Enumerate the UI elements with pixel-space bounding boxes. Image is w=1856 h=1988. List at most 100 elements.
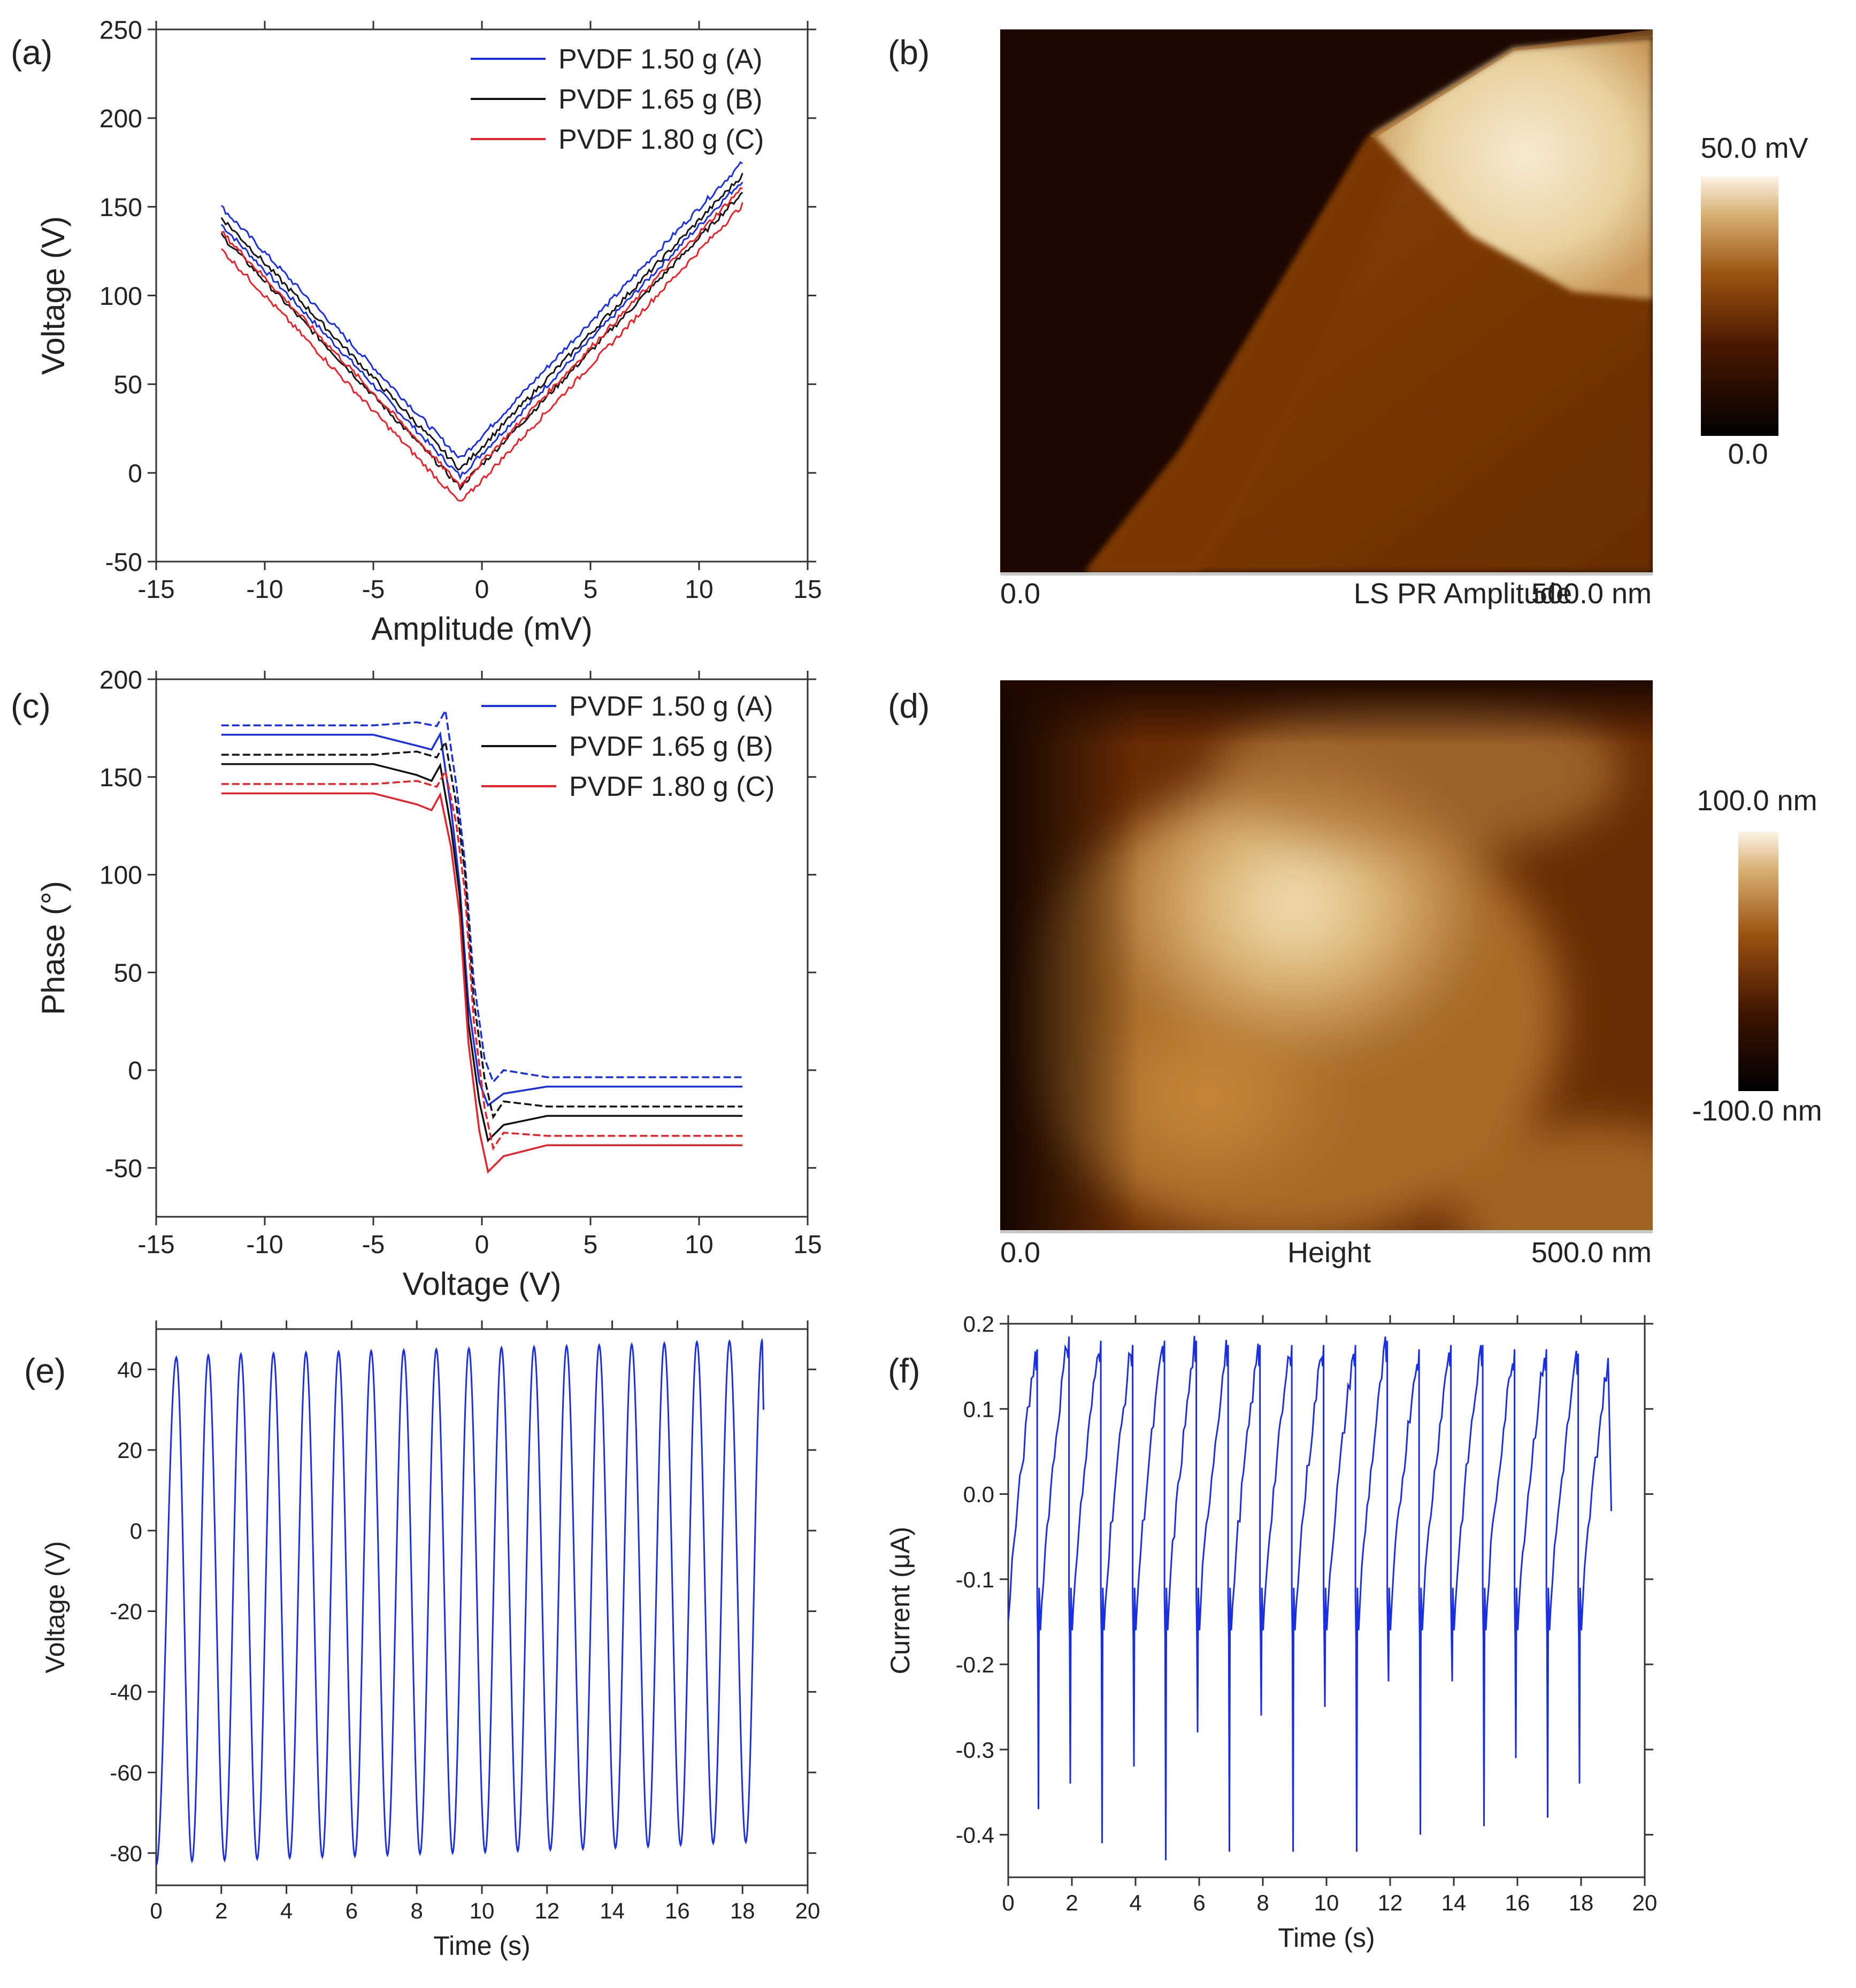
y-tick-label: 40 [117,1357,142,1382]
series-line-voltage [155,1338,765,1866]
y-tick-label: -0.4 [956,1823,994,1848]
x-tick-label: 14 [1441,1890,1467,1915]
panel-label-d: (d) [888,687,930,725]
y-tick-label: -40 [110,1679,142,1705]
legend-entry: PVDF 1.50 g (A) [558,44,762,75]
panel-label-c: (c) [11,687,51,725]
x-tick-label: 4 [280,1898,293,1923]
series-line-PVDF 1.65 g (B) [221,762,743,1142]
series-line-PVDF 1.80 g (C) [221,187,743,489]
x-axis-label: Time (s) [1278,1923,1375,1953]
y-tick-label: 200 [99,666,142,694]
x-tick-label: -5 [362,575,385,604]
y-axis-label: Voltage (V) [40,1541,70,1673]
x-tick-label: -15 [137,575,174,604]
x-tick-label: 10 [685,575,713,604]
amplitude-caption: LS PR Amplitude [1354,578,1572,610]
y-axis-label: Phase (°) [35,881,71,1015]
height-colorbar [1738,832,1778,1091]
y-tick-label: 0.0 [963,1482,994,1507]
amplitude-region-bright [1372,37,1653,300]
x-tick-label: 12 [1378,1890,1403,1915]
chart-a: -15 -10 -5 0 5 10 15-50050100150200250Amplitud… [35,16,822,647]
afm-image-amplitude [1000,29,1653,575]
y-tick-label: 0.2 [963,1311,994,1337]
x-tick-label: 6 [346,1898,358,1923]
x-tick-label: 5 [584,1231,598,1259]
y-tick-label: -50 [105,1155,142,1183]
x-tick-label: -15 [137,1231,174,1259]
x-tick-label: 10 [685,1231,713,1259]
y-tick-label: -80 [110,1841,142,1866]
series-line-PVDF 1.50 g (A) [220,161,743,459]
amplitude-region-top-edge [1369,29,1653,138]
amplitude-colorbar-max: 50.0 mV [1700,132,1808,164]
y-tick-label: -0.1 [956,1567,994,1592]
y-tick-label: 100 [99,862,142,890]
x-tick-label: 16 [665,1898,690,1923]
panel-label-b: (b) [888,33,930,72]
x-tick-label: 0 [150,1898,162,1923]
x-tick-label: 14 [600,1898,625,1923]
legend-entry: PVDF 1.80 g (C) [558,124,764,155]
series-line-PVDF 1.80 g (C) [221,768,743,1151]
height-caption: Height [1287,1237,1371,1269]
legend-entry: PVDF 1.50 g (A) [569,691,773,722]
x-tick-label: 0 [1002,1890,1014,1915]
y-tick-label: 50 [114,371,142,400]
x-tick-label: -10 [246,575,283,604]
panel-label-f: (f) [888,1352,920,1390]
y-tick-label: -50 [105,548,142,577]
amplitude-colorbar [1701,176,1778,436]
y-tick-label: 0 [128,1057,142,1085]
y-tick-label: 250 [99,16,142,44]
x-axis-label: Amplitude (mV) [371,611,592,647]
x-tick-label: 16 [1505,1890,1530,1915]
y-tick-label: 200 [99,105,142,133]
y-tick-label: 20 [117,1438,142,1463]
x-tick-label: 2 [215,1898,227,1923]
y-tick-label: -0.3 [956,1737,994,1762]
height-x-start: 0.0 [1000,1237,1040,1269]
series-line-PVDF 1.80 g (C) [221,792,743,1174]
x-tick-label: -10 [246,1231,283,1259]
x-tick-label: 12 [534,1898,559,1923]
x-tick-label: 18 [1569,1890,1594,1915]
x-tick-label: 8 [1256,1890,1269,1915]
chart-f: 0 2 4 6 8 10 12 14 16 18 20 -0.4 -0.3 -0.2 -0.1 0.0 0.1 0… [885,1311,1657,1953]
y-tick-label: 100 [99,282,142,311]
amplitude-region-shelf [1086,134,1412,572]
height-x-end: 500.0 nm [1531,1237,1652,1269]
y-tick-label: 0 [128,459,142,488]
panel-label-e: (e) [24,1352,66,1390]
height-colorbar-max: 100.0 nm [1697,785,1817,817]
x-tick-label: 20 [795,1898,820,1923]
x-tick-label: 2 [1065,1890,1078,1915]
x-tick-label: 0 [475,1231,489,1259]
y-axis-label: Current (μA) [885,1526,915,1674]
x-tick-label: 6 [1193,1890,1205,1915]
x-tick-label: 5 [584,575,598,604]
chart-e: 0 2 4 6 8 10 12 14 16 18 20 -80 -60 -40 -20 0 20 40 Time (… [40,1321,820,1961]
x-tick-label: 15 [793,575,822,604]
series-line-PVDF 1.50 g (A) [220,181,743,480]
legend-entry: PVDF 1.65 g (B) [558,84,762,115]
y-tick-label: 0.1 [963,1396,994,1422]
series-line-current [1007,1335,1613,1861]
y-tick-label: -60 [110,1760,142,1785]
height-colorbar-min: -100.0 nm [1692,1095,1822,1127]
afm-image-height [1000,680,1653,1233]
x-tick-label: 15 [793,1231,822,1259]
x-axis-label: Voltage (V) [403,1266,562,1302]
x-tick-label: 10 [1314,1890,1339,1915]
y-tick-label: 150 [99,764,142,792]
panel-label-a: (a) [11,33,52,72]
x-tick-label: 8 [411,1898,423,1923]
series-line-PVDF 1.80 g (C) [220,202,743,502]
x-axis-label: Time (s) [433,1931,530,1961]
series-line-PVDF 1.50 g (A) [221,708,743,1084]
series-line-PVDF 1.65 g (B) [220,191,743,491]
amplitude-colorbar-min: 0.0 [1728,438,1768,470]
